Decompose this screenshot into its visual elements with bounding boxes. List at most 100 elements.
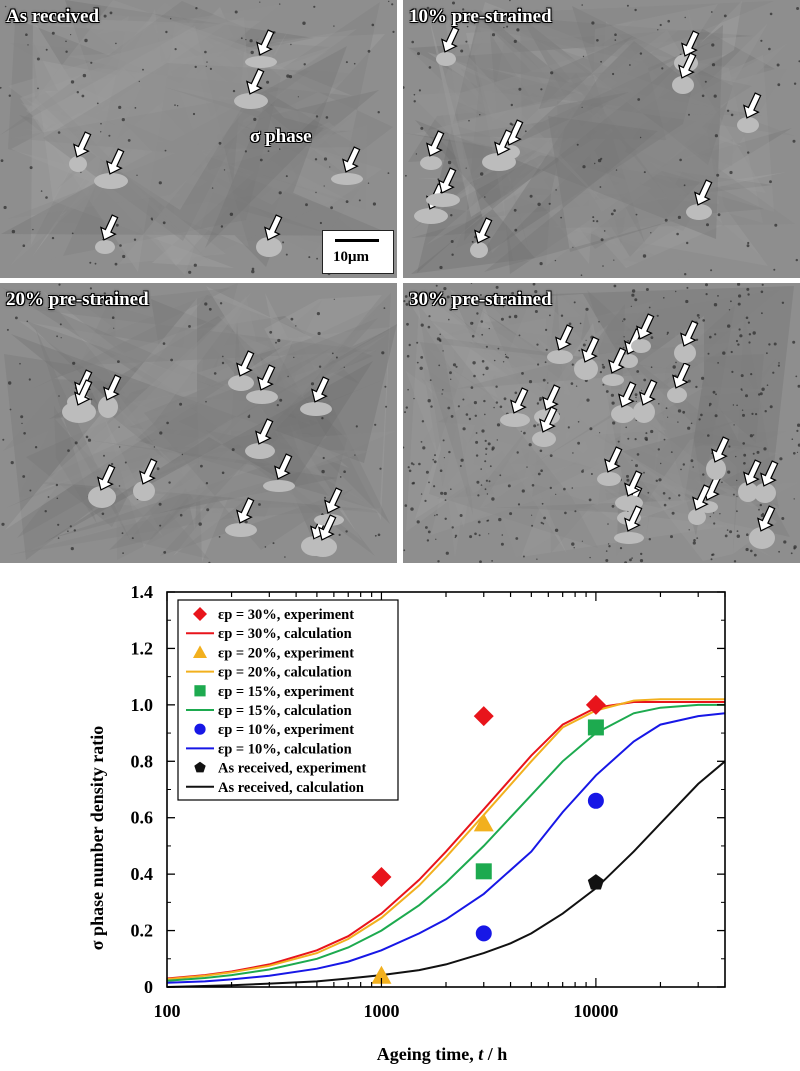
y-tick-label: 0	[144, 977, 153, 997]
arrow-icon	[618, 381, 637, 408]
arrow-icon	[539, 406, 558, 433]
arrow-icon	[97, 464, 116, 491]
legend-entry: εp = 10%, calculation	[218, 741, 352, 757]
arrow-icon	[636, 313, 655, 340]
legend-swatch-marker	[194, 685, 206, 697]
y-tick-label: 0.4	[131, 864, 154, 884]
arrow-icon	[510, 387, 529, 414]
y-axis-label: σ phase number density ratio	[87, 726, 107, 950]
scale-bar: 10μm	[322, 230, 394, 274]
y-tick-label: 1.2	[131, 638, 154, 658]
legend-swatch-marker	[194, 761, 206, 773]
series-8-point	[587, 874, 604, 890]
arrow-icon	[581, 336, 600, 363]
legend-entry: εp = 15%, calculation	[218, 703, 352, 719]
arrow-icon	[264, 214, 283, 241]
legend-entry: εp = 20%, experiment	[218, 645, 354, 661]
arrow-icon	[274, 453, 293, 480]
series-0-point	[585, 694, 606, 715]
arrow-icon	[678, 52, 697, 79]
panel-label-10pct: 10% pre-strained	[409, 6, 552, 27]
arrow-icon	[711, 436, 730, 463]
arrow-icon	[73, 131, 92, 158]
arrow-icon	[324, 487, 343, 514]
micrograph-texture	[403, 0, 800, 278]
arrow-icon	[426, 130, 445, 157]
arrow-icon	[555, 324, 574, 351]
arrow-icon	[624, 470, 643, 497]
legend-entry: As received, experiment	[218, 761, 366, 777]
arrow-icon	[236, 497, 255, 524]
arrow-icon	[743, 92, 762, 119]
arrow-icon	[74, 379, 93, 406]
arrow-icon	[694, 179, 713, 206]
series-9-curve	[166, 760, 726, 988]
legend-entry: εp = 10%, experiment	[218, 722, 354, 738]
arrow-icon	[236, 350, 255, 377]
arrow-icon	[318, 514, 337, 541]
panel-label-as-received: As received	[6, 6, 100, 27]
series-2-point	[473, 813, 494, 832]
legend-entry: εp = 15%, experiment	[218, 684, 354, 700]
legend-swatch-marker	[193, 607, 207, 621]
density-ratio-chart: 0 0.2 0.4 0.6 0.8 1.0 1.2 1.4 100 1000 10000 εp = …	[87, 582, 726, 1064]
arrow-icon	[100, 214, 119, 241]
y-tick-label: 0.6	[131, 808, 154, 828]
y-tick-label: 1.4	[131, 582, 154, 602]
arrow-icon	[692, 484, 711, 511]
arrow-icon	[106, 148, 125, 175]
y-tick-label: 0.8	[131, 751, 154, 771]
series-5-curve	[166, 703, 725, 982]
x-axis-label-main: Ageing time,	[377, 1044, 478, 1064]
micrograph-texture	[403, 283, 800, 563]
x-tick-label: 100	[154, 1001, 181, 1021]
arrow-icon	[246, 68, 265, 95]
legend-swatch-marker	[194, 723, 206, 735]
series-4-point	[475, 863, 492, 880]
x-tick-label: 1000	[363, 1001, 399, 1021]
series-7-curve	[166, 712, 726, 984]
arrow-icon	[608, 347, 627, 374]
legend-entry: As received, calculation	[218, 780, 364, 796]
x-axis-label-unit: / h	[483, 1044, 507, 1064]
micrograph-texture	[0, 283, 397, 563]
micrograph-as-received: As received σ phase 10μm	[0, 0, 397, 278]
micrograph-10pct: 10% pre-strained	[403, 0, 800, 278]
series-4-point	[587, 719, 604, 736]
arrow-icon	[760, 460, 779, 487]
x-axis-label-variable: t	[478, 1044, 484, 1064]
series-6-point	[475, 925, 492, 942]
series-0-point	[371, 866, 392, 887]
arrow-icon	[139, 458, 158, 485]
arrow-icon	[256, 29, 275, 56]
scale-bar-label: 10μm	[333, 249, 369, 265]
arrow-icon	[639, 379, 658, 406]
micrograph-30pct: 30% pre-strained	[403, 283, 800, 563]
series-1-curve	[166, 701, 725, 980]
series-0-point	[473, 706, 494, 727]
x-axis-label: Ageing time, t / h	[377, 1044, 508, 1064]
arrow-icon	[757, 505, 776, 532]
x-tick-label: 10000	[573, 1001, 618, 1021]
series-6-point	[587, 792, 604, 809]
arrow-icon	[438, 167, 457, 194]
arrow-icon	[672, 362, 691, 389]
series-3-curve	[166, 698, 725, 981]
scale-bar-line	[335, 239, 379, 242]
arrow-icon	[255, 418, 274, 445]
sigma-phase-annotation: σ phase	[250, 126, 312, 147]
y-tick-label: 0.2	[131, 921, 154, 941]
arrow-icon	[624, 505, 643, 532]
legend-entry: εp = 30%, experiment	[218, 607, 354, 623]
legend-box	[177, 599, 399, 801]
y-tick-label: 1.0	[131, 695, 154, 715]
arrow-icon	[680, 320, 699, 347]
arrow-icon	[342, 146, 361, 173]
micrograph-20pct: 20% pre-strained	[0, 283, 397, 563]
series-2-point	[371, 965, 392, 984]
arrow-icon	[494, 129, 513, 156]
panel-label-30pct: 30% pre-strained	[409, 289, 552, 310]
arrow-icon	[743, 459, 762, 486]
arrow-icon	[257, 364, 276, 391]
legend-entry: εp = 30%, calculation	[218, 626, 352, 642]
